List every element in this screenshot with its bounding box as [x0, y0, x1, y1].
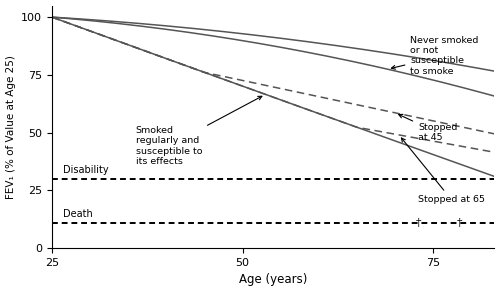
Text: Stopped
at 45: Stopped at 45 — [398, 114, 458, 142]
Text: Stopped at 65: Stopped at 65 — [402, 138, 485, 204]
Text: Disability: Disability — [64, 165, 109, 175]
X-axis label: Age (years): Age (years) — [239, 273, 307, 286]
Text: †: † — [457, 218, 462, 228]
Y-axis label: FEV₁ (% of Value at Age 25): FEV₁ (% of Value at Age 25) — [6, 55, 16, 199]
Text: †: † — [415, 218, 420, 228]
Text: Death: Death — [64, 209, 93, 219]
Text: Never smoked
or not
susceptible
to smoke: Never smoked or not susceptible to smoke — [392, 36, 478, 76]
Text: Smoked
regularly and
susceptible to
its effects: Smoked regularly and susceptible to its … — [136, 96, 262, 166]
